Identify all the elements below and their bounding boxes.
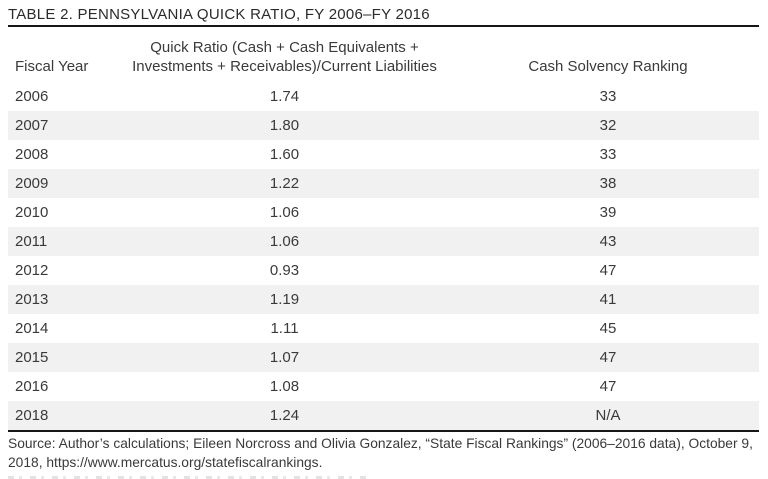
table-body: 2006 1.74 33 2007 1.80 32 2008 1.60 33 2… [8,82,759,430]
table-row: 2009 1.22 38 [8,169,759,198]
cell-ranking: 33 [599,88,617,105]
cell-ranking: N/A [595,407,621,424]
table-header-row: Fiscal Year Quick Ratio (Cash + Cash Equ… [8,27,759,82]
table-row: 2012 0.93 47 [8,256,759,285]
cell-quick-ratio: 1.06 [269,204,300,221]
cell-ranking: 47 [599,378,617,395]
column-header-quick-ratio-line2: Investments + Receivables)/Current Liabi… [132,58,437,75]
cell-quick-ratio: 1.22 [269,175,300,192]
cell-fiscal-year: 2018 [15,407,49,424]
cell-ranking: 38 [599,175,617,192]
cell-quick-ratio: 1.80 [269,117,300,134]
cell-fiscal-year: 2015 [15,349,49,366]
cell-ranking: 47 [599,349,617,366]
cell-fiscal-year: 2010 [15,204,49,221]
table-row: 2011 1.06 43 [8,227,759,256]
cell-quick-ratio: 1.24 [269,407,300,424]
column-header-quick-ratio-line1: Quick Ratio (Cash + Cash Equivalents + [150,39,419,56]
cell-fiscal-year: 2011 [15,233,48,250]
cell-quick-ratio: 1.19 [269,291,300,308]
cell-quick-ratio: 1.08 [269,378,300,395]
cell-ranking: 45 [599,320,617,337]
cell-fiscal-year: 2012 [15,262,49,279]
cell-quick-ratio: 1.74 [269,88,300,105]
cell-ranking: 32 [599,117,617,134]
table-row: 2006 1.74 33 [8,82,759,111]
cell-quick-ratio: 0.93 [269,262,300,279]
table-row: 2007 1.80 32 [8,111,759,140]
column-header-quick-ratio: Quick Ratio (Cash + Cash Equivalents + I… [112,38,457,76]
table-row: 2018 1.24 N/A [8,401,759,430]
cell-quick-ratio: 1.11 [270,320,299,337]
table-title: TABLE 2. PENNSYLVANIA QUICK RATIO, FY 20… [8,6,430,23]
table-row: 2015 1.07 47 [8,343,759,372]
cell-ranking: 47 [599,262,617,279]
column-header-cash-solvency-ranking: Cash Solvency Ranking [528,58,688,75]
table-row: 2016 1.08 47 [8,372,759,401]
cell-fiscal-year: 2009 [15,175,49,192]
table-row: 2010 1.06 39 [8,198,759,227]
cell-fiscal-year: 2014 [15,320,49,337]
cell-fiscal-year: 2008 [15,146,49,163]
cell-fiscal-year: 2016 [15,378,49,395]
table-row: 2014 1.11 45 [8,314,759,343]
column-header-fiscal-year: Fiscal Year [15,58,89,75]
cell-quick-ratio: 1.07 [269,349,300,366]
cell-fiscal-year: 2007 [15,117,49,134]
table-row: 2008 1.60 33 [8,140,759,169]
table-bottom-rule [8,430,759,432]
cell-fiscal-year: 2006 [15,88,49,105]
source-note: Source: Author’s calculations; Eileen No… [8,436,753,470]
cell-ranking: 39 [599,204,617,221]
cell-fiscal-year: 2013 [15,291,49,308]
title-divider-rule [8,25,759,27]
cell-quick-ratio: 1.06 [269,233,300,250]
cell-ranking: 33 [599,146,617,163]
cell-ranking: 43 [599,233,617,250]
cell-ranking: 41 [599,291,617,308]
table-row: 2013 1.19 41 [8,285,759,314]
cell-quick-ratio: 1.60 [269,146,300,163]
